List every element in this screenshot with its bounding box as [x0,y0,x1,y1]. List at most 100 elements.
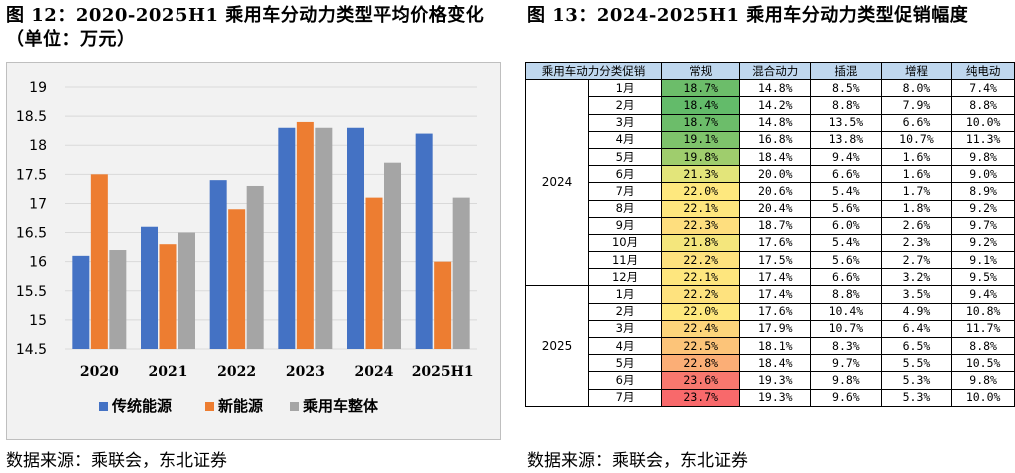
month-cell: 11月 [588,251,662,270]
bar-乘用车整体-2025H1 [452,197,470,349]
bar-新能源-2025H1 [434,261,452,349]
bar-乘用车整体-2022 [246,185,264,349]
x-tick-label: 2024 [355,364,394,380]
bar-新能源-2022 [228,209,246,349]
value-cell: 16.8% [739,130,812,149]
value-cell: 5.4% [810,233,882,253]
table-row: 4月 22.5% 18.1% 8.3% 6.5% 8.8% [526,336,1015,356]
value-cell: 10.8% [951,302,1015,321]
table-header-cell: 乘用车动力分类促销 [525,61,662,81]
month-cell: 8月 [588,199,662,218]
conventional-value-cell: 22.0% [660,302,741,321]
value-cell: 18.4% [739,147,812,167]
conventional-value-cell: 18.7% [660,79,741,98]
bar-传统能源-2021 [141,226,158,349]
month-cell: 4月 [588,336,662,356]
year-cell: 2024 [524,79,590,287]
table-row: 3月 22.4% 17.9% 10.7% 6.4% 11.7% [526,319,1015,339]
y-tick-label: 18.5 [16,109,47,125]
value-cell: 18.4% [739,354,812,373]
month-cell: 3月 [588,319,662,339]
conventional-value-cell: 21.8% [660,233,741,253]
table-row: 8月 22.1% 20.4% 5.6% 1.8% 9.2% [526,199,1015,218]
value-cell: 1.6% [880,147,953,167]
value-cell: 11.7% [951,319,1015,339]
table-header-cell: 插混 [810,61,882,81]
table-row: 2月 18.4% 14.2% 8.8% 7.9% 8.8% [526,96,1015,115]
value-cell: 20.6% [739,182,812,201]
bar-新能源-2020 [90,174,108,349]
value-cell: 20.0% [739,165,812,184]
value-cell: 9.5% [951,268,1015,287]
value-cell: 7.4% [951,79,1015,98]
value-cell: 17.9% [739,319,812,339]
conventional-value-cell: 22.8% [660,354,741,373]
month-cell: 2月 [588,302,662,321]
bar-chart-svg: 19 18.5 18 17.5 17 16.5 16 15.5 15 14.5 2020 2021 20… [16,80,477,415]
value-cell: 9.8% [951,371,1015,390]
legend-label: 乘用车整体 [302,397,379,415]
value-cell: 10.5% [951,354,1015,373]
value-cell: 19.3% [739,371,812,390]
value-cell: 17.4% [739,285,812,304]
value-cell: 14.8% [739,113,812,132]
month-cell: 4月 [588,130,662,149]
value-cell: 8.8% [951,96,1015,115]
value-cell: 5.4% [810,182,882,201]
table-row: 7月 22.0% 20.6% 5.4% 1.7% 8.9% [526,182,1015,201]
value-cell: 10.0% [951,113,1015,132]
value-cell: 9.2% [951,233,1015,253]
table-row: 5月 19.8% 18.4% 9.4% 1.6% 9.8% [526,147,1015,167]
table-row: 5月 22.8% 18.4% 9.7% 5.5% 10.5% [526,354,1015,373]
bar-传统能源-2022 [209,180,227,349]
value-cell: 17.4% [739,268,812,287]
legend-label: 传统能源 [111,397,172,415]
x-tick-label: 2020 [80,364,119,380]
legend-swatch-乘用车整体 [290,402,299,411]
month-cell: 10月 [588,233,662,253]
table-row: 4月 19.1% 16.8% 13.8% 10.7% 11.3% [526,130,1015,149]
conventional-value-cell: 18.4% [660,96,741,115]
value-cell: 9.8% [810,371,882,390]
value-cell: 2.3% [880,233,953,253]
value-cell: 19.3% [739,388,812,407]
value-cell: 6.4% [880,319,953,339]
table-row: 6月 23.6% 19.3% 9.8% 5.3% 9.8% [526,371,1015,390]
right-figure-title: 图 13：2024-2025H1 乘用车分动力类型促销幅度 [527,5,969,26]
value-cell: 5.6% [810,251,882,270]
conventional-value-cell: 22.4% [660,319,741,339]
value-cell: 9.1% [951,251,1015,270]
month-cell: 1月 [588,285,662,304]
value-cell: 2.7% [880,251,953,270]
conventional-value-cell: 22.2% [660,251,741,270]
value-cell: 11.3% [951,130,1015,149]
value-cell: 17.5% [739,251,812,270]
value-cell: 20.4% [739,199,812,218]
value-cell: 18.1% [739,336,812,356]
table-row: 9月 22.3% 18.7% 6.0% 2.6% 9.7% [526,216,1015,235]
value-cell: 4.9% [880,302,953,321]
bar-乘用车整体-2021 [178,232,195,349]
x-tick-label: 2021 [149,364,188,380]
value-cell: 8.8% [810,285,882,304]
conventional-value-cell: 19.8% [660,147,741,167]
value-cell: 10.7% [810,319,882,339]
month-cell: 12月 [588,268,662,287]
x-tick-label: 2022 [217,364,256,380]
y-tick-label: 14.5 [16,342,47,358]
table-row: 2025 1月 22.2% 17.4% 8.8% 3.5% 9.4% [524,285,1015,407]
month-cell: 7月 [588,182,662,201]
value-cell: 18.7% [739,216,812,235]
table-row: 10月 21.8% 17.6% 5.4% 2.3% 9.2% [526,233,1015,253]
value-cell: 3.5% [880,285,953,304]
value-cell: 8.5% [810,79,882,98]
table-header-row: 乘用车动力分类促销 常规 混合动力 插混 增程 纯电动 [525,61,1015,81]
table-row: 11月 22.2% 17.5% 5.6% 2.7% 9.1% [526,251,1015,270]
table-row: 2024 1月 18.7% 14.8% 8.5% 8.0% 7.4% [524,79,1015,287]
value-cell: 9.7% [951,216,1015,235]
value-cell: 8.8% [951,336,1015,356]
conventional-value-cell: 21.3% [660,165,741,184]
y-tick-label: 15.5 [16,284,47,300]
value-cell: 8.8% [810,96,882,115]
value-cell: 14.8% [739,79,812,98]
